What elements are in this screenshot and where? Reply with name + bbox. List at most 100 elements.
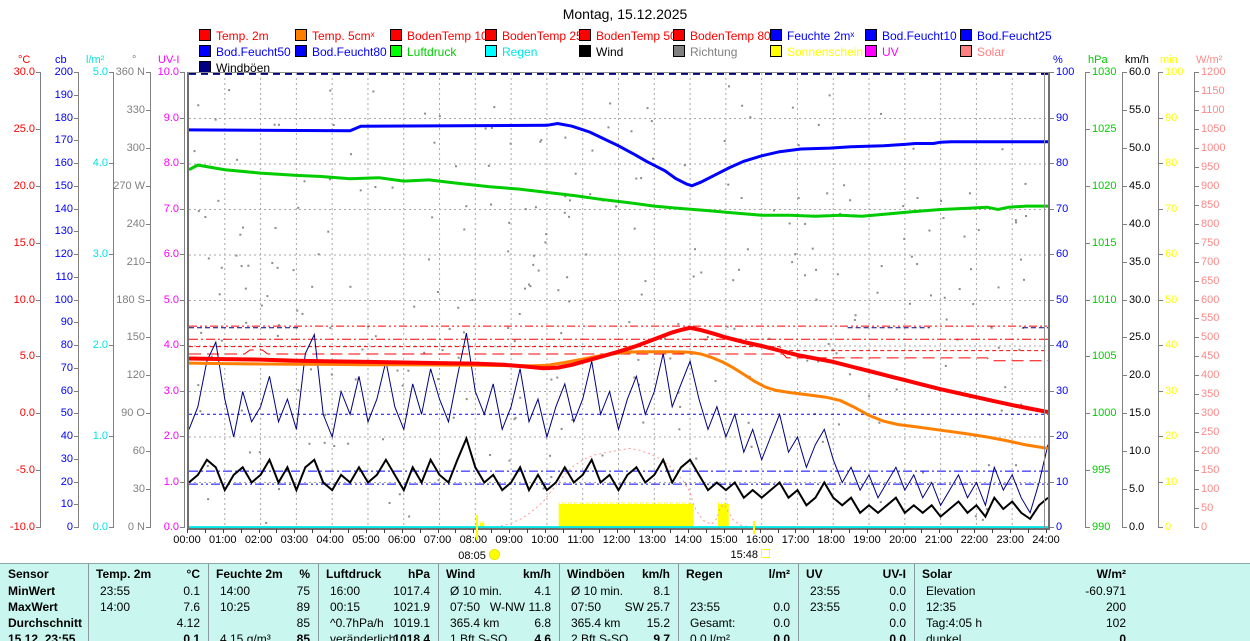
axis-tick bbox=[146, 300, 150, 301]
axis-tick bbox=[1050, 345, 1054, 346]
axis-tick bbox=[1159, 163, 1163, 164]
axis-tick-label: 100 bbox=[54, 294, 73, 306]
x-axis-tick bbox=[688, 529, 690, 533]
table-cell-value-gust: 8.1 bbox=[653, 584, 670, 598]
axis-tick bbox=[36, 243, 40, 244]
axis-tick bbox=[1195, 451, 1199, 452]
axis-tick-label: 10.0 bbox=[13, 294, 35, 306]
x-axis-label: 09:00 bbox=[495, 534, 523, 546]
x-axis-tick bbox=[616, 529, 618, 533]
axis-tick bbox=[1050, 254, 1054, 255]
table-header-hum: Feuchte 2m bbox=[216, 567, 283, 581]
table-cell-value-solar: 0 bbox=[1119, 632, 1126, 641]
x-axis-tick bbox=[849, 529, 851, 533]
axis-tick bbox=[109, 345, 113, 346]
axis-unit-kmh: km/h bbox=[1125, 54, 1149, 66]
x-axis-label: 11:00 bbox=[567, 534, 595, 546]
axis-tick-label: 1025 bbox=[1092, 123, 1117, 135]
axis-tick bbox=[146, 72, 150, 73]
axis-tick-label: 170 bbox=[54, 134, 73, 146]
axis-line-hpa bbox=[1085, 72, 1086, 528]
series-feuchte-2m bbox=[189, 121, 1048, 188]
axis-tick bbox=[1123, 337, 1127, 338]
legend-label: Richtung bbox=[690, 45, 738, 59]
legend-item: Temp. 2m bbox=[199, 29, 269, 42]
table-header-unit-temp: °C bbox=[186, 567, 200, 581]
x-axis-tick bbox=[544, 529, 546, 533]
table-cell-value-rain: 0.0 bbox=[773, 616, 790, 630]
axis-tick-label: 120 bbox=[54, 248, 73, 260]
axis-tick bbox=[1195, 224, 1199, 225]
axis-tick-label: 5.0 bbox=[92, 66, 108, 78]
sunrise-time: 08:05 bbox=[458, 549, 500, 562]
sunrise-sun-icon bbox=[488, 549, 500, 560]
axis-tick-label: 0.0 bbox=[92, 521, 108, 533]
table-cell-label-solar: dunkel bbox=[926, 632, 962, 641]
axis-tick-label: 60 bbox=[1165, 248, 1178, 260]
table-column-separator bbox=[559, 564, 560, 641]
axis-tick bbox=[180, 436, 184, 437]
axis-tick bbox=[180, 345, 184, 346]
axis-tick-label: 60 bbox=[132, 445, 145, 457]
table-cell-value-temp: 7.6 bbox=[183, 600, 200, 614]
axis-tick-label: 1010 bbox=[1092, 294, 1117, 306]
axis-tick bbox=[1086, 470, 1090, 471]
table-header-unit-solar: W/m² bbox=[1096, 567, 1126, 581]
sunset-time: 15:48 bbox=[731, 549, 771, 561]
axis-tick bbox=[1159, 300, 1163, 301]
legend-label: Solar bbox=[977, 45, 1006, 59]
table-cell-value-uv: 0.0 bbox=[889, 584, 906, 598]
table-cell-value-press: 1021.9 bbox=[393, 600, 430, 614]
table-header-uv: UV bbox=[806, 567, 823, 581]
table-cell-label-gust: Ø 10 min. bbox=[571, 584, 624, 598]
x-axis-tick bbox=[365, 529, 367, 533]
axis-tick bbox=[1086, 129, 1090, 130]
axis-tick-label: 30 bbox=[132, 483, 145, 495]
axis-tick bbox=[146, 489, 150, 490]
x-axis-tick bbox=[956, 529, 958, 533]
axis-tick bbox=[74, 118, 78, 119]
x-axis-tick bbox=[455, 529, 457, 533]
axis-tick-label: 0 bbox=[66, 521, 73, 533]
series-windb-en bbox=[189, 332, 1048, 515]
axis-tick bbox=[74, 482, 78, 483]
axis-tick-label: 90 bbox=[60, 316, 73, 328]
x-axis-tick bbox=[902, 529, 904, 533]
legend-label: Regen bbox=[502, 45, 538, 59]
axis-tick-label: 500 bbox=[1201, 331, 1220, 343]
table-cell-label-press: 00:15 bbox=[330, 600, 361, 614]
x-axis-label: 08:00 bbox=[459, 534, 488, 546]
table-cell-label-rain: Gesamt: bbox=[690, 616, 736, 630]
axis-tick-label: 5.0 bbox=[163, 294, 179, 306]
legend-swatch-icon bbox=[390, 29, 402, 41]
axis-tick bbox=[1159, 209, 1163, 210]
axis-tick-label: 995 bbox=[1092, 464, 1111, 476]
table-cell-label-wind: 1 Bft S-SO bbox=[450, 632, 508, 641]
legend-swatch-icon bbox=[199, 45, 211, 57]
x-axis-label: 05:00 bbox=[352, 534, 380, 546]
axis-tick-label: 10.0 bbox=[157, 66, 179, 78]
x-axis-tick bbox=[867, 529, 869, 533]
table-row-label: Durchschnitt bbox=[8, 616, 83, 630]
x-axis-tick bbox=[992, 529, 994, 533]
table-cell-value-solar: 102 bbox=[1105, 616, 1126, 630]
legend-label: Temp. 5cmˣ bbox=[312, 29, 375, 43]
x-axis-label: 06:00 bbox=[387, 534, 416, 546]
legend-swatch-icon bbox=[485, 29, 497, 41]
table-cell-value-press: 1019.1 bbox=[393, 616, 430, 630]
axis-line-min bbox=[1158, 72, 1159, 528]
axis-tick bbox=[74, 95, 78, 96]
axis-tick-label: 80 bbox=[1056, 157, 1069, 169]
table-column-separator bbox=[798, 564, 799, 641]
plot-area[interactable] bbox=[187, 72, 1050, 530]
axis-tick bbox=[74, 436, 78, 437]
x-axis-tick bbox=[634, 529, 636, 533]
table-cell-value-rain: 0.0 bbox=[773, 600, 790, 614]
x-axis-label: 01:00 bbox=[209, 534, 237, 546]
table-cell-value-wind: 11.8 bbox=[528, 600, 551, 614]
axis-tick bbox=[1123, 451, 1127, 452]
axis-tick bbox=[1195, 508, 1199, 509]
axis-tick-label: 3.0 bbox=[92, 248, 108, 260]
axis-tick-label: 1015 bbox=[1092, 237, 1117, 249]
legend-swatch-icon bbox=[770, 29, 782, 41]
